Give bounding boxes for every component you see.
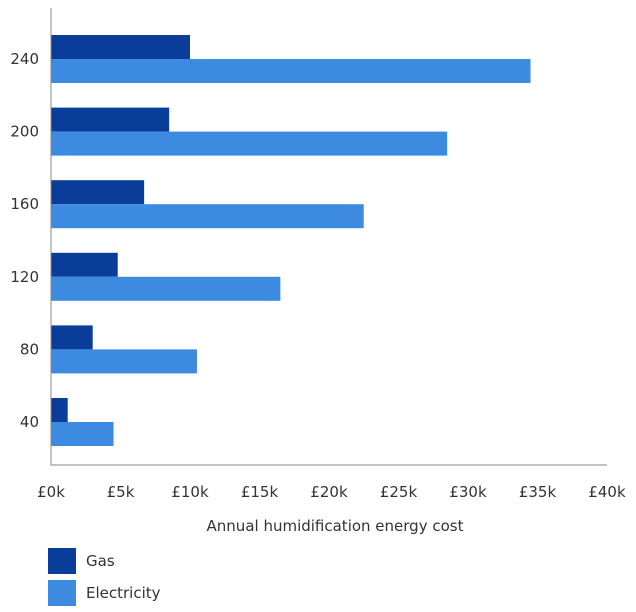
legend-item-electricity: Electricity	[48, 580, 161, 606]
x-tick-labels: £0k £5k £10k £15k £20k £25k £30k £35k £40k	[37, 483, 626, 501]
y-tick-label-120: 120	[10, 268, 39, 286]
legend: Gas Electricity	[48, 548, 161, 612]
bar-electricity-80	[51, 349, 197, 374]
y-tick-label-240: 240	[10, 50, 39, 68]
legend-swatch-electricity	[48, 580, 76, 606]
bar-electricity-200	[51, 131, 448, 156]
x-tick-label-15: £15k	[241, 483, 279, 501]
y-tick-labels: 40 80 120 160 200 240	[10, 50, 39, 431]
bar-gas-200	[51, 107, 170, 132]
x-tick-label-10: £10k	[171, 483, 209, 501]
axes-group	[50, 8, 607, 466]
legend-label-gas: Gas	[86, 552, 115, 570]
x-tick-label-25: £25k	[380, 483, 418, 501]
bar-gas-80	[51, 325, 93, 350]
bar-gas-160	[51, 180, 145, 205]
x-tick-label-40: £40k	[588, 483, 626, 501]
y-tick-label-80: 80	[20, 340, 39, 358]
bar-gas-120	[51, 252, 118, 277]
x-tick-label-5: £5k	[107, 483, 135, 501]
bar-electricity-160	[51, 204, 364, 229]
y-tick-label-160: 160	[10, 195, 39, 213]
x-axis-title: Annual humidification energy cost	[207, 517, 464, 535]
x-tick-label-0: £0k	[37, 483, 65, 501]
bars-group	[51, 35, 531, 446]
bar-electricity-120	[51, 276, 281, 301]
y-tick-label-200: 200	[10, 123, 39, 141]
x-tick-label-30: £30k	[449, 483, 487, 501]
bar-electricity-240	[51, 59, 531, 83]
bar-gas-240	[51, 35, 190, 59]
legend-swatch-gas	[48, 548, 76, 574]
bar-electricity-40	[51, 422, 114, 446]
y-tick-label-40: 40	[20, 413, 39, 431]
x-tick-label-20: £20k	[310, 483, 348, 501]
legend-item-gas: Gas	[48, 548, 161, 574]
bar-gas-40	[51, 398, 68, 422]
legend-label-electricity: Electricity	[86, 584, 161, 602]
x-tick-label-35: £35k	[519, 483, 557, 501]
